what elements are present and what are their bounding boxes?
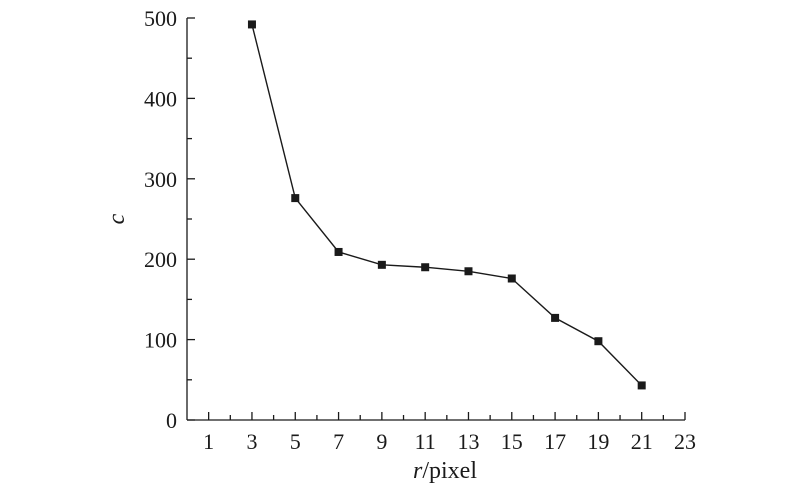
x-tick-label: 11: [415, 429, 436, 454]
series-line: [251, 24, 643, 386]
x-tick-label: 1: [203, 429, 214, 454]
data-point: [334, 247, 343, 256]
data-point: [551, 313, 560, 322]
x-axis-label-unit: /pixel: [422, 458, 477, 484]
x-axis-label: r/pixel: [413, 458, 477, 484]
x-tick-label: 9: [376, 429, 387, 454]
data-point: [594, 337, 603, 346]
y-tick-label: 500: [144, 6, 177, 31]
y-tick-label: 400: [144, 86, 177, 111]
data-point: [377, 260, 386, 269]
data-point: [464, 267, 473, 276]
data-point: [291, 194, 300, 203]
y-tick-label: 200: [144, 247, 177, 272]
x-tick-label: 17: [544, 429, 566, 454]
y-axis-label: c: [104, 213, 130, 224]
x-tick-label: 7: [333, 429, 344, 454]
x-axis-ticks: 1 3 5 7 9 11 13 15 17 19 21 23: [203, 412, 696, 454]
y-axis-ticks: 0 100 200 300 400 500: [144, 6, 195, 433]
x-tick-label: 23: [674, 429, 696, 454]
data-point: [421, 263, 430, 272]
x-tick-label: 3: [246, 429, 257, 454]
x-tick-label: 13: [457, 429, 479, 454]
x-tick-label: 15: [501, 429, 523, 454]
x-axis-label-symbol: r: [413, 458, 423, 484]
axes: [186, 18, 685, 421]
data-point: [247, 20, 256, 29]
x-tick-label: 21: [631, 429, 653, 454]
data-point: [637, 381, 646, 390]
y-tick-label: 0: [166, 408, 177, 433]
y-tick-label: 300: [144, 167, 177, 192]
data-point: [507, 274, 516, 283]
series-1: [247, 20, 646, 390]
x-tick-label: 5: [290, 429, 301, 454]
y-tick-label: 100: [144, 328, 177, 353]
x-tick-label: 19: [587, 429, 609, 454]
